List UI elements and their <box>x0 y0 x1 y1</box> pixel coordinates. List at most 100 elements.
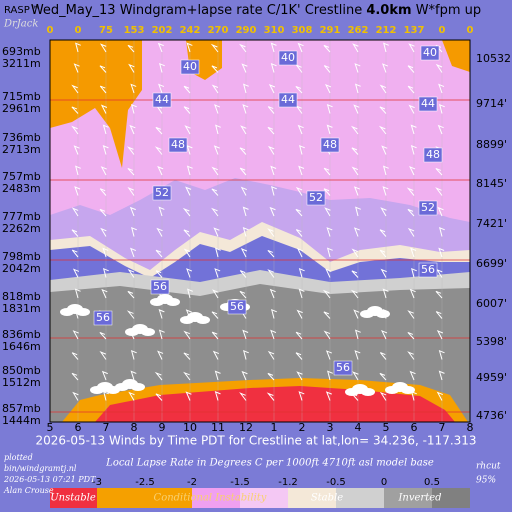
wind-barb <box>157 165 164 176</box>
isotherm-box <box>227 299 247 315</box>
isotherm-box <box>418 96 438 112</box>
wind-barb <box>210 43 219 53</box>
footer: plotted bin/windgramtj.nl 2026-05-13 07:21… <box>3 453 501 495</box>
wind-barb <box>324 83 332 94</box>
wind-barb <box>185 391 192 401</box>
wind-barb <box>215 124 221 135</box>
pressure-label: 693mb <box>2 45 41 58</box>
wind-barb <box>128 391 135 401</box>
x-tick-label: 9 <box>159 421 166 434</box>
wind-barb <box>183 248 191 258</box>
x-tick-label: 8 <box>131 421 138 434</box>
wind-barb <box>406 187 415 196</box>
pressure-label: 857mb <box>2 402 41 415</box>
isotherm-label: 40 <box>183 60 197 73</box>
wind-barb <box>435 311 443 319</box>
wind-barb <box>270 329 277 340</box>
isotherm-box <box>418 200 438 216</box>
feet-label: 4959' <box>476 371 507 384</box>
isotherm-box <box>333 360 353 376</box>
wind-barb <box>131 226 137 237</box>
isotherm-box <box>420 45 440 61</box>
isotherm-box <box>168 137 188 153</box>
wind-barb <box>242 83 249 94</box>
wind-barb <box>354 329 361 340</box>
pressure-label: 757mb <box>2 170 41 183</box>
wind-barb <box>437 124 444 135</box>
wind-barb <box>242 349 249 360</box>
wind-barb <box>351 270 359 278</box>
wind-barb <box>379 352 387 360</box>
wind-barb <box>379 391 387 401</box>
pressure-label: 850mb <box>2 364 41 377</box>
cloud <box>131 383 145 391</box>
wind-barb <box>211 166 219 176</box>
wind-barb <box>296 371 303 381</box>
x-tick-label: 4 <box>355 421 362 434</box>
wind-barb <box>211 331 219 340</box>
title-bold: 4.0km <box>366 3 411 18</box>
legend-swatch <box>97 488 192 508</box>
wind-barb <box>295 331 303 340</box>
wind-barb <box>211 65 219 73</box>
wind-barb <box>155 393 163 401</box>
wind-barb <box>240 186 247 196</box>
pressure-label: 736mb <box>2 131 41 144</box>
wind-barb <box>127 268 135 278</box>
wind-barb <box>323 44 331 53</box>
wind-barb <box>353 104 360 114</box>
isotherm-box <box>320 137 340 153</box>
clouds <box>60 294 415 396</box>
wind-barb <box>129 247 137 258</box>
wind-barb <box>156 227 163 237</box>
wind-barb <box>380 207 387 217</box>
wind-barb <box>383 42 389 53</box>
wind-barb <box>324 207 331 217</box>
wind-barb <box>378 125 387 135</box>
plot-frame <box>49 39 471 423</box>
isotherm-label: 44 <box>421 97 435 110</box>
w-star-label: 262 <box>348 25 369 36</box>
wind-barb <box>240 248 248 258</box>
legend-swatch <box>432 488 470 508</box>
wind-barb <box>71 352 79 360</box>
isotherm-label: 56 <box>96 311 110 324</box>
legend-tick: -1.5 <box>230 477 250 488</box>
isotherm-box <box>152 185 172 201</box>
wind-barb <box>183 352 191 360</box>
wind-barb <box>351 248 359 258</box>
feet-label: 4736' <box>476 409 507 422</box>
isotherm-label: 40 <box>281 51 295 64</box>
wind-barb <box>154 146 163 155</box>
wind-barb <box>71 125 79 135</box>
wind-barb <box>326 227 333 237</box>
author: DrJack <box>3 19 38 30</box>
x-axis-title: 2026-05-13 Winds by Time PDT for Crestli… <box>35 434 476 448</box>
wind-barb <box>295 208 303 217</box>
w-star-label: 291 <box>320 25 341 36</box>
wind-barb <box>435 63 443 73</box>
wind-barb <box>241 370 248 381</box>
x-tick-label: 7 <box>103 421 110 434</box>
wind-barb <box>379 84 387 94</box>
wind-barb <box>408 104 415 114</box>
pressure-label: 777mb <box>2 210 41 223</box>
wind-barb <box>381 63 389 73</box>
wind-barb <box>323 330 331 340</box>
wind-barb <box>127 44 135 53</box>
legend-swatch <box>384 488 432 508</box>
wind-barb <box>214 104 221 114</box>
legend-tick: -0.5 <box>326 477 346 488</box>
wind-barb <box>99 208 107 217</box>
wind-barb <box>295 85 303 94</box>
wind-barb <box>269 206 276 217</box>
wind-barb <box>409 165 416 176</box>
wind-barb <box>214 247 221 258</box>
wind-barb <box>408 43 415 53</box>
wind-barb <box>353 309 360 319</box>
wind-barb <box>323 188 331 196</box>
wind-barb <box>353 227 360 237</box>
wind-barb <box>186 268 193 278</box>
w-star-label: 153 <box>124 25 145 36</box>
wind-barb <box>239 43 247 53</box>
